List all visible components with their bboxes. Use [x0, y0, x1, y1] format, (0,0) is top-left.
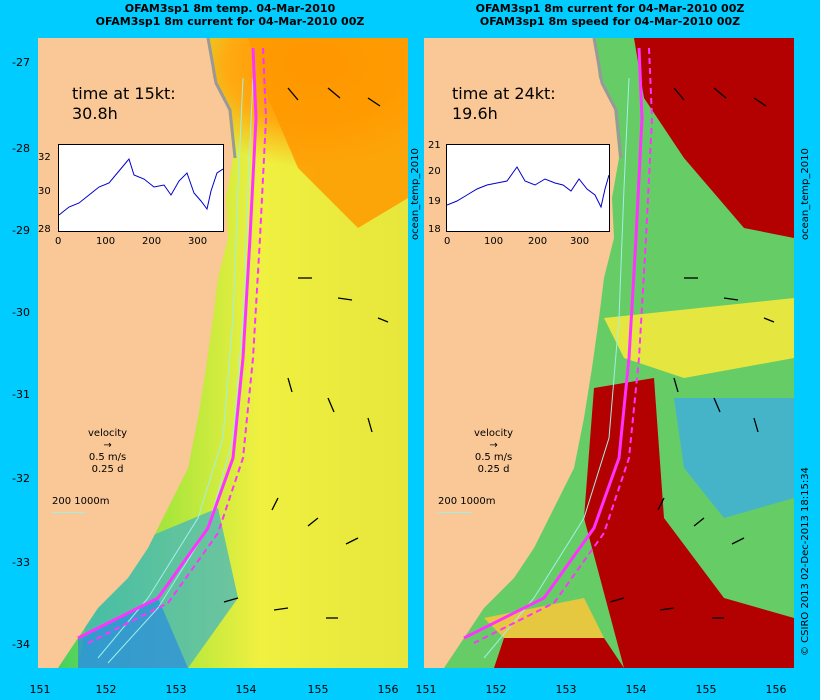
left-inset-ytick-3: 28: [38, 224, 51, 235]
x-tick: 153: [555, 683, 577, 696]
x-tick: 151: [29, 683, 51, 696]
right-depth-legend: 200 1000m: [438, 496, 495, 513]
right-velocity-duration: 0.25 d: [477, 464, 510, 475]
right-time-label: time at 24kt:: [452, 84, 556, 103]
y-tick: -30: [12, 306, 30, 319]
right-velocity-speed: 0.5 m/s: [474, 452, 513, 463]
right-inset-ytick-4: 18: [428, 224, 441, 235]
x-tick: 152: [485, 683, 507, 696]
x-tick: 154: [235, 683, 257, 696]
right-inset-plot: [446, 144, 610, 232]
right-title-line2: OFAM3sp1 8m speed for 04-Mar-2010 00Z: [479, 15, 741, 28]
left-velocity-arrow-icon: →: [103, 440, 112, 451]
right-inset-ytick-1: 21: [428, 140, 441, 151]
x-tick: 156: [377, 683, 399, 696]
right-title-line1: OFAM3sp1 8m current for 04-Mar-2010 00Z: [475, 2, 745, 15]
right-inset-xtick-2: 100: [484, 236, 504, 247]
x-tick: 155: [695, 683, 717, 696]
left-title-line1: OFAM3sp1 8m temp. 04-Mar-2010: [124, 2, 336, 15]
right-velocity-label: velocity: [474, 428, 514, 439]
y-tick: -31: [12, 388, 30, 401]
right-inset-xtick-1: 0: [444, 236, 451, 247]
left-inset-xtick-2: 100: [96, 236, 116, 247]
right-velocity-legend: velocity → 0.5 m/s 0.25 d: [474, 428, 513, 476]
left-inset-plot: [58, 144, 224, 232]
left-inset-ytick-2: 30: [38, 186, 51, 197]
left-time-label: time at 15kt:: [72, 84, 176, 103]
credit-label: © CSIRO 2013 02-Dec-2013 18:15:34: [800, 467, 811, 656]
left-depth-legend: 200 1000m: [52, 496, 109, 513]
left-velocity-label: velocity: [88, 428, 128, 439]
right-velocity-arrow-icon: →: [489, 440, 498, 451]
left-inset-xtick-4: 300: [188, 236, 208, 247]
y-tick: -34: [12, 638, 30, 651]
right-inset-ytick-3: 19: [428, 196, 441, 207]
left-velocity-duration: 0.25 d: [91, 464, 124, 475]
right-title: OFAM3sp1 8m current for 04-Mar-2010 00Z …: [440, 2, 780, 28]
left-time-value: 30.8h: [72, 104, 118, 123]
right-depth-label: 200 1000m: [438, 496, 496, 507]
y-tick: -32: [12, 472, 30, 485]
x-tick: 151: [415, 683, 437, 696]
x-tick: 156: [765, 683, 787, 696]
left-title-line2: OFAM3sp1 8m current for 04-Mar-2010 00Z: [95, 15, 365, 28]
right-time-value: 19.6h: [452, 104, 498, 123]
y-tick: -28: [12, 142, 30, 155]
left-side-label: ocean_temp_2010: [410, 148, 421, 240]
left-inset-line: [58, 157, 224, 216]
right-depth-line: [438, 512, 472, 513]
x-tick: 155: [307, 683, 329, 696]
left-time-box: time at 15kt: 30.8h: [72, 84, 176, 124]
right-map: [424, 38, 794, 668]
left-depth-line: [52, 512, 86, 513]
right-side-label: ocean_temp_2010: [800, 148, 811, 240]
x-tick: 154: [625, 683, 647, 696]
left-depth-label: 200 1000m: [52, 496, 110, 507]
left-map: [38, 38, 408, 668]
y-tick: -27: [12, 56, 30, 69]
y-tick: -29: [12, 224, 30, 237]
left-velocity-speed: 0.5 m/s: [88, 452, 127, 463]
right-time-box: time at 24kt: 19.6h: [452, 84, 556, 124]
right-inset-xtick-4: 300: [570, 236, 590, 247]
y-tick: -33: [12, 556, 30, 569]
x-tick: 153: [165, 683, 187, 696]
left-inset-ytick-1: 32: [38, 152, 51, 163]
right-inset-ytick-2: 20: [428, 166, 441, 177]
right-inset-line: [446, 166, 610, 209]
left-velocity-legend: velocity → 0.5 m/s 0.25 d: [88, 428, 127, 476]
left-title: OFAM3sp1 8m temp. 04-Mar-2010 OFAM3sp1 8…: [60, 2, 400, 28]
x-tick: 152: [95, 683, 117, 696]
left-inset-xtick-3: 200: [142, 236, 162, 247]
right-inset-xtick-3: 200: [528, 236, 548, 247]
left-inset-xtick-1: 0: [55, 236, 62, 247]
